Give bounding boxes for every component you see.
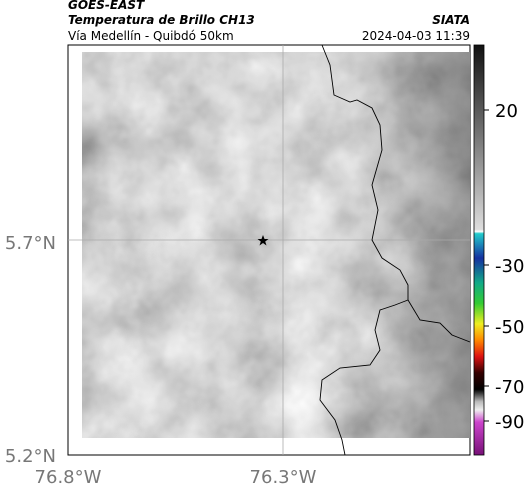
lat-label: 5.2°N xyxy=(5,446,56,467)
datetime: 2024-04-03 11:39 xyxy=(362,29,470,43)
colorbar-ticks: 20 -30 -50 -70 -90 xyxy=(484,101,524,433)
location-marker xyxy=(257,235,269,246)
subtitle: Temperatura de Brillo CH13 xyxy=(68,13,255,27)
colorbar-tick-label: -30 xyxy=(495,256,524,277)
border xyxy=(321,44,471,343)
location: Vía Medellín - Quibdó 50km xyxy=(68,29,234,43)
satellite-shade xyxy=(82,52,470,438)
lon-label: 76.8°W xyxy=(35,467,102,488)
title: GOES-EAST xyxy=(68,0,145,12)
colorbar-tick-label: 20 xyxy=(495,101,518,122)
lon-label: 76.3°W xyxy=(250,467,317,488)
colorbar-tick-label: -90 xyxy=(495,412,524,433)
source: SIATA xyxy=(432,13,470,27)
border xyxy=(319,299,409,456)
colorbar-tick-label: -70 xyxy=(495,377,524,398)
colorbar-tick-label: -50 xyxy=(495,317,524,338)
lat-label: 5.7°N xyxy=(5,233,56,254)
colorbar xyxy=(473,44,485,456)
